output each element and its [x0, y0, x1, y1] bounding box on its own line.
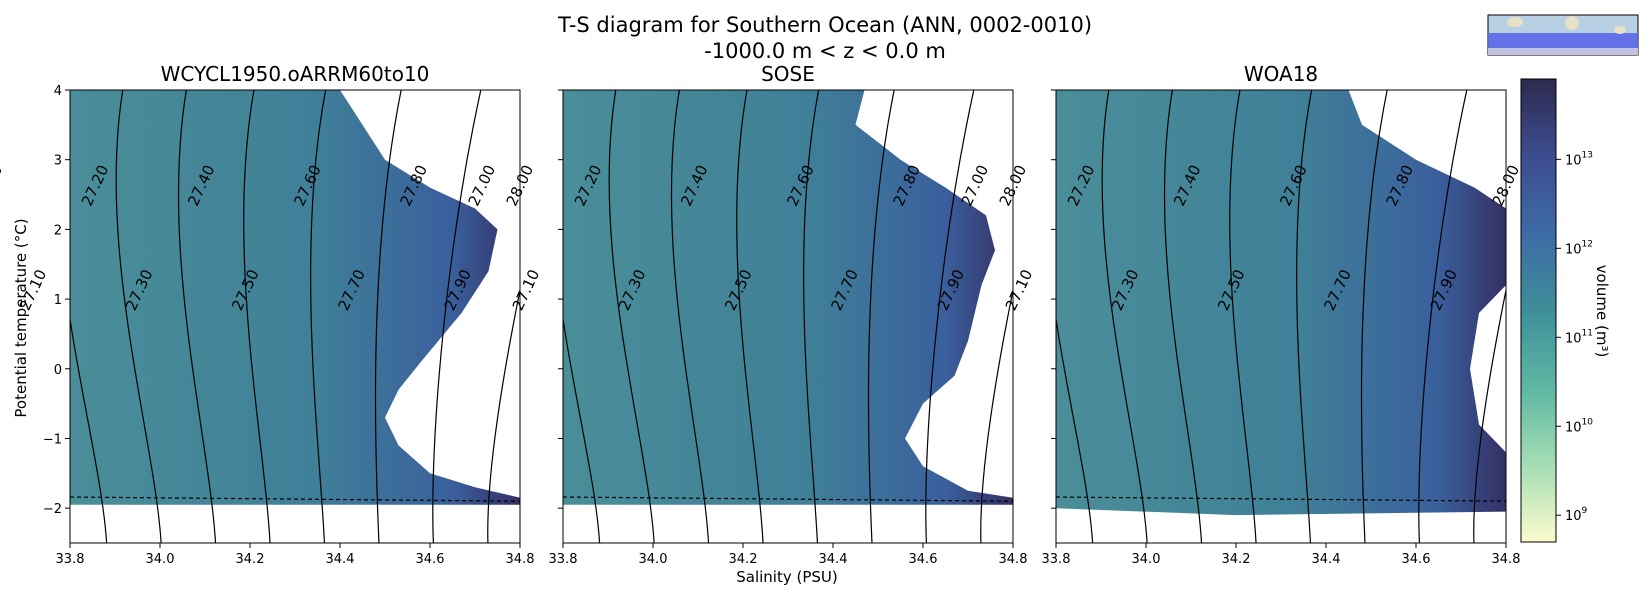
y-axis-label: Potential temperature (°C) [12, 218, 30, 417]
x-tick-label: 34.8 [1492, 552, 1521, 567]
density-contour-line [1296, 90, 1313, 543]
panel-title: WCYCL1950.oARRM60to10 [161, 62, 430, 86]
density-contour-label: 27.10 [509, 267, 543, 314]
density-contour-line [980, 287, 1013, 543]
x-tick-label: 34.4 [819, 552, 848, 567]
x-tick-label: 34.2 [236, 552, 265, 567]
density-contours [70, 90, 520, 543]
axes-frame [1055, 89, 1507, 544]
density-contour-line [1473, 287, 1506, 543]
density-contour-line [736, 90, 764, 543]
density-contour-line [177, 90, 217, 543]
x-tick-label: 34.4 [326, 552, 355, 567]
inset-map [1487, 14, 1639, 56]
density-contour-line [925, 90, 975, 543]
x-tick-label: 34.6 [1402, 552, 1431, 567]
freezing-line [562, 496, 1014, 502]
y-tick-label: −1 [43, 432, 62, 447]
axes-frame [69, 89, 521, 544]
colorbar: 109 1010 1011 1012 1013 [1520, 78, 1593, 543]
colorbar-label: volume (m³) [1593, 265, 1611, 358]
x-tick-label: 34.2 [1222, 552, 1251, 567]
colorbar-tick-label: 1011 [1565, 328, 1593, 346]
panel-title: WOA18 [1244, 62, 1318, 86]
panels: 27.0027.1027.2027.3027.4027.5027.6027.70… [0, 62, 1523, 567]
density-contour-label: 27.00 [0, 162, 6, 209]
density-contours [563, 90, 1013, 543]
x-tick-label: 33.8 [1042, 552, 1071, 567]
density-contour-line [243, 90, 271, 543]
colorbar-tick-label: 1013 [1565, 150, 1593, 168]
x-axis-label: Salinity (PSU) [736, 568, 838, 586]
freezing-line [1055, 496, 1507, 502]
colorbar-tick-label: 109 [1565, 506, 1588, 524]
y-tick-label: −2 [43, 502, 62, 517]
density-contour-line [487, 287, 520, 543]
x-tick-label: 34.0 [639, 552, 668, 567]
panel-title: SOSE [761, 62, 815, 86]
density-contour-label: 27.10 [1002, 267, 1036, 314]
x-tick-label: 34.0 [146, 552, 175, 567]
volume-histogram-region [70, 90, 520, 505]
panel-1: 27.0027.1027.2027.3027.4027.5027.6027.70… [0, 62, 537, 567]
density-contour-line [1360, 90, 1388, 543]
freezing-line [69, 496, 521, 502]
density-contour-line [1418, 90, 1468, 543]
y-tick-label: 4 [54, 84, 62, 99]
figure-title-line1: T-S diagram for Southern Ocean (ANN, 000… [557, 13, 1092, 37]
axes-frame [562, 89, 1014, 544]
x-tick-label: 33.8 [56, 552, 85, 567]
density-contour-line [803, 90, 820, 543]
density-contour-line [1163, 90, 1203, 543]
x-tick-label: 34.8 [506, 552, 535, 567]
density-contour-line [310, 90, 327, 543]
x-tick-label: 34.6 [416, 552, 445, 567]
x-tick-label: 34.6 [909, 552, 938, 567]
density-contour-line [867, 90, 895, 543]
volume-histogram-region [1056, 90, 1506, 516]
colorbar-scale [1520, 78, 1557, 543]
x-tick-label: 34.8 [999, 552, 1028, 567]
y-tick-label: 0 [54, 363, 62, 378]
x-tick-label: 33.8 [549, 552, 578, 567]
density-contour-label: 27.00 [465, 162, 499, 209]
colorbar-tick-label: 1012 [1565, 239, 1593, 257]
y-tick-label: 1 [54, 293, 62, 308]
density-contour-line [374, 90, 402, 543]
volume-histogram-region [563, 90, 1013, 505]
x-tick-label: 34.0 [1132, 552, 1161, 567]
density-contour-line [670, 90, 710, 543]
colorbar-tick-label: 1010 [1565, 417, 1593, 435]
density-contour-label: 27.00 [958, 162, 992, 209]
x-tick-label: 34.2 [729, 552, 758, 567]
x-tick-label: 34.4 [1312, 552, 1341, 567]
density-contour-line [432, 90, 482, 543]
figure-title-line2: -1000.0 m < z < 0.0 m [704, 39, 946, 63]
panel-2: 27.0027.1027.2027.3027.4027.5027.6027.70… [465, 62, 1030, 567]
density-contour-line [1229, 90, 1257, 543]
y-tick-label: 3 [54, 154, 62, 169]
y-tick-label: 2 [54, 223, 62, 238]
